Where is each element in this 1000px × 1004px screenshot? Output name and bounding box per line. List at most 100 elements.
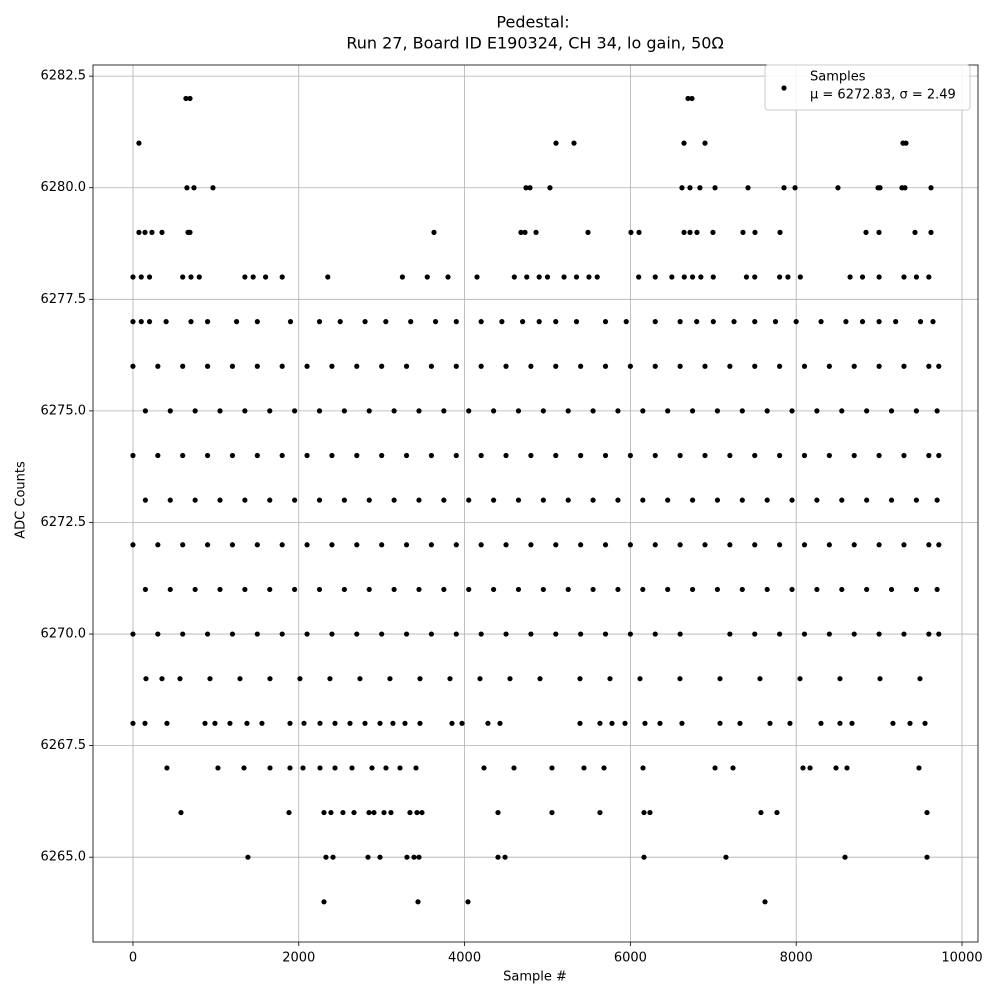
point	[527, 185, 533, 191]
point	[399, 274, 405, 280]
point	[130, 274, 136, 280]
point	[641, 854, 647, 860]
point	[317, 720, 323, 726]
x-axis-label: Sample #	[503, 970, 567, 985]
point	[877, 676, 883, 682]
point	[767, 720, 773, 726]
point	[503, 452, 509, 459]
point	[242, 408, 248, 414]
point	[432, 319, 439, 325]
point	[752, 363, 758, 369]
point	[321, 899, 327, 905]
y-tick-label: 6275.0	[41, 403, 87, 418]
point	[188, 319, 194, 325]
point	[330, 854, 336, 860]
point	[864, 497, 870, 503]
point	[351, 809, 357, 816]
point	[407, 809, 413, 816]
point	[657, 720, 663, 726]
point	[597, 720, 603, 726]
point	[304, 363, 310, 369]
point	[752, 274, 758, 280]
point	[212, 720, 218, 726]
point	[502, 854, 508, 860]
point	[155, 452, 161, 459]
point	[263, 274, 269, 280]
point	[503, 631, 509, 637]
point	[142, 229, 148, 235]
point	[130, 363, 136, 369]
point	[142, 586, 148, 593]
point	[495, 809, 501, 816]
point	[453, 363, 459, 369]
point	[254, 363, 260, 369]
point	[689, 274, 696, 280]
point	[553, 140, 559, 146]
point	[928, 229, 934, 235]
point	[602, 542, 609, 548]
x-tick-label: 2000	[282, 951, 315, 966]
point	[689, 497, 696, 503]
point	[876, 542, 882, 548]
point	[481, 765, 487, 771]
point	[408, 319, 414, 325]
point	[478, 631, 484, 637]
point	[354, 542, 360, 548]
point	[485, 720, 491, 726]
point	[926, 363, 932, 369]
point	[777, 631, 783, 637]
point	[888, 408, 895, 414]
point	[677, 319, 683, 325]
point	[217, 586, 223, 593]
point	[577, 720, 583, 726]
point	[801, 363, 808, 369]
point	[292, 497, 298, 503]
point	[652, 363, 658, 369]
point	[687, 229, 693, 235]
point	[628, 229, 634, 235]
point	[192, 586, 198, 593]
point	[627, 452, 633, 459]
point	[833, 765, 839, 771]
point	[159, 676, 165, 682]
point	[677, 676, 683, 682]
point	[602, 319, 609, 325]
point	[627, 631, 633, 637]
point	[565, 586, 571, 593]
point	[365, 854, 371, 860]
chart-title: Pedestal:	[496, 13, 569, 32]
point	[146, 274, 153, 280]
point	[590, 408, 596, 414]
point	[404, 854, 410, 860]
point	[903, 140, 909, 146]
point	[379, 363, 385, 369]
point	[752, 319, 758, 325]
point	[301, 720, 307, 726]
point	[202, 720, 208, 726]
point	[835, 185, 841, 191]
point	[292, 408, 298, 414]
point	[397, 765, 403, 771]
point	[387, 676, 393, 682]
point	[585, 229, 591, 235]
point	[772, 319, 779, 325]
point	[652, 631, 658, 637]
point	[515, 497, 522, 503]
y-tick-label: 6267.5	[41, 738, 87, 753]
point	[417, 676, 423, 682]
point	[259, 720, 265, 726]
point	[146, 319, 153, 325]
point	[478, 363, 484, 369]
point	[244, 720, 250, 726]
point	[837, 676, 843, 682]
point	[851, 363, 857, 369]
point	[681, 274, 687, 280]
point	[515, 408, 522, 414]
point	[553, 542, 559, 548]
point	[196, 274, 202, 280]
point	[712, 765, 718, 771]
point	[640, 765, 646, 771]
point	[553, 319, 559, 325]
point	[528, 542, 534, 548]
point	[818, 720, 824, 726]
